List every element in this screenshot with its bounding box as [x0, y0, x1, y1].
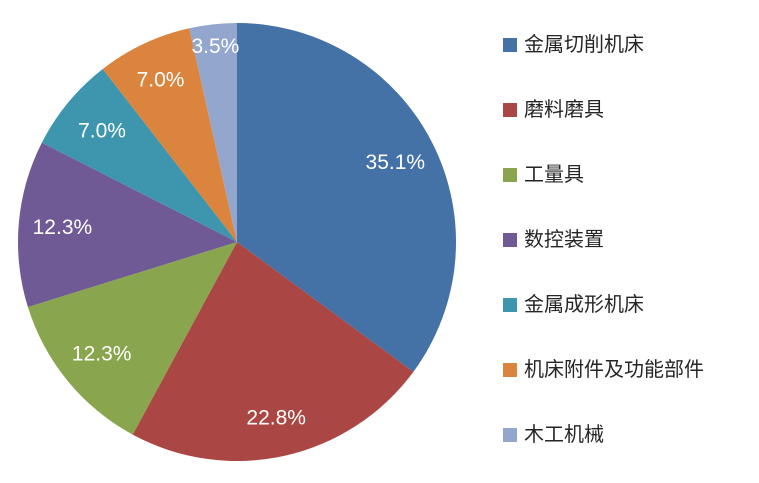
data-label-7: 3.5%	[191, 35, 239, 58]
pie-slice-5	[41, 68, 238, 243]
data-label-1: 35.1%	[366, 151, 426, 174]
legend-swatch-icon	[503, 363, 517, 377]
legend-label: 工量具	[524, 164, 584, 186]
data-label-6: 7.0%	[137, 69, 185, 92]
pie-slice-7	[189, 23, 237, 242]
legend-item-1: 金属切削机床	[503, 34, 704, 56]
legend-label: 机床附件及功能部件	[524, 359, 704, 381]
data-label-2: 22.8%	[246, 406, 306, 429]
legend-label: 金属成形机床	[524, 294, 644, 316]
data-label-3: 12.3%	[72, 342, 132, 365]
legend-swatch-icon	[503, 233, 517, 247]
legend-label: 磨料磨具	[524, 99, 604, 121]
legend-label: 数控装置	[524, 229, 604, 251]
legend-item-5: 金属成形机床	[503, 294, 704, 316]
legend-label: 木工机械	[524, 424, 604, 446]
pie-slice-2	[132, 242, 414, 462]
legend-swatch-icon	[503, 38, 517, 52]
legend-swatch-icon	[503, 168, 517, 182]
data-label-4: 12.3%	[33, 216, 93, 239]
legend-item-4: 数控装置	[503, 229, 704, 251]
pie-slice-6	[102, 28, 238, 242]
pie-slice-3	[27, 242, 237, 435]
legend-label: 金属切削机床	[524, 34, 644, 56]
legend-swatch-icon	[503, 103, 517, 117]
data-label-5: 7.0%	[78, 119, 126, 142]
legend-item-2: 磨料磨具	[503, 99, 704, 121]
legend-item-6: 机床附件及功能部件	[503, 359, 704, 381]
legend-item-3: 工量具	[503, 164, 704, 186]
legend-item-7: 木工机械	[503, 424, 704, 446]
legend: 金属切削机床 磨料磨具工量具数控装置金属成形机床机床附件及功能部件 木工机械	[503, 34, 704, 446]
pie-slice-4	[17, 142, 238, 308]
legend-swatch-icon	[503, 298, 517, 312]
pie-slice-1	[237, 23, 457, 372]
legend-swatch-icon	[503, 428, 517, 442]
